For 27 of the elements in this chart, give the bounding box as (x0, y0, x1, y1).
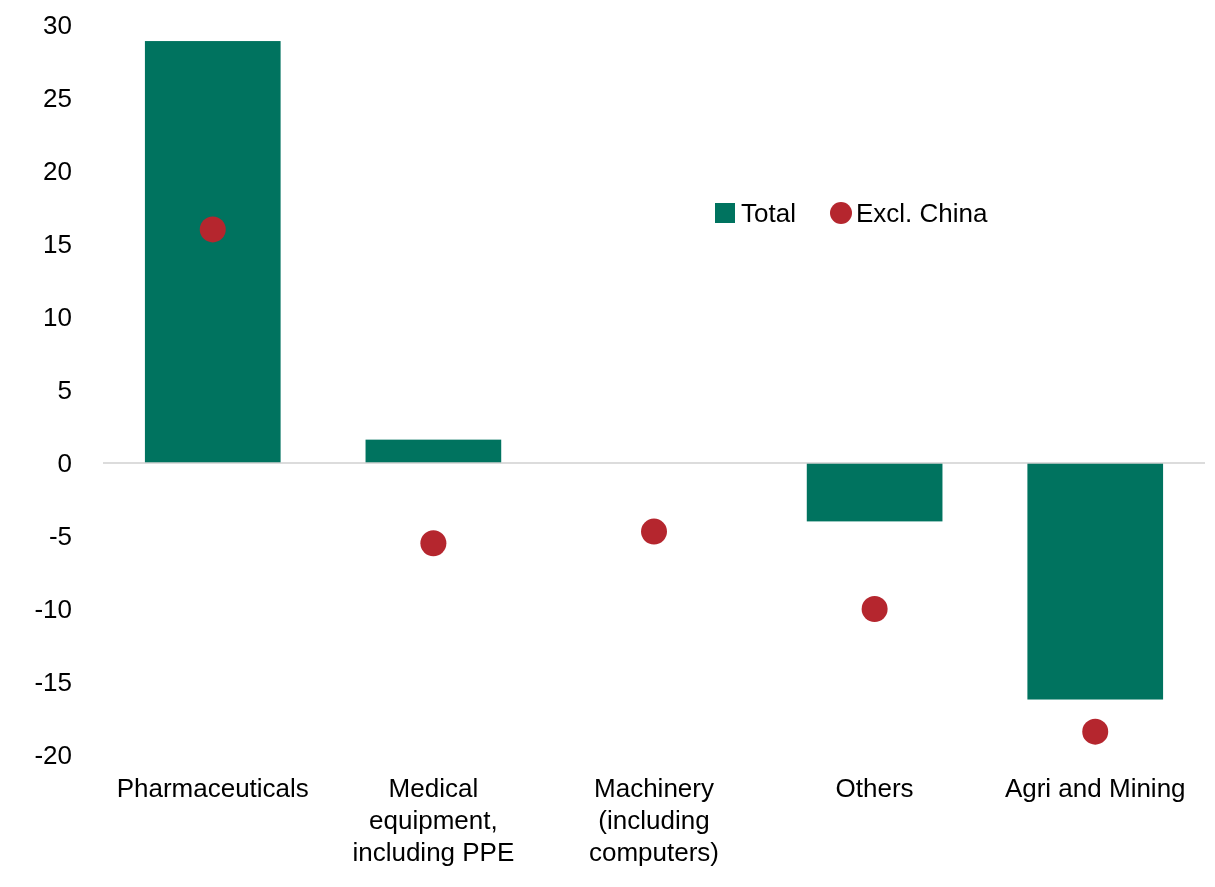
bar (1027, 463, 1164, 700)
bar (365, 439, 502, 463)
x-tick-label: Medical equipment, including PPE (352, 773, 515, 867)
legend-label: Excl. China (856, 198, 989, 229)
bar (806, 463, 943, 522)
y-tick-label: -15 (34, 667, 72, 698)
y-tick-label: -20 (34, 740, 72, 771)
y-tick-label: -5 (48, 521, 72, 552)
x-tick-label: Machinery (including computers) (588, 773, 720, 867)
x-tick-label: Agri and Mining (1004, 773, 1186, 803)
y-tick-label: 5 (57, 375, 72, 406)
point (641, 518, 667, 545)
y-tick-label: 15 (43, 229, 72, 260)
point (420, 530, 447, 557)
point (861, 596, 888, 622)
point (199, 216, 226, 243)
bar (144, 41, 281, 463)
y-tick-label: 10 (43, 302, 72, 333)
x-tick-label: Others (835, 773, 914, 803)
y-tick-label: 20 (43, 156, 72, 187)
x-tick-label: Pharmaceuticals (116, 773, 309, 803)
y-tick-label: 25 (43, 83, 72, 114)
legend-label: Total (741, 198, 796, 229)
point (1082, 718, 1109, 745)
y-tick-label: -10 (34, 594, 72, 625)
y-tick-label: 30 (43, 10, 72, 41)
y-tick-label: 0 (57, 448, 72, 479)
